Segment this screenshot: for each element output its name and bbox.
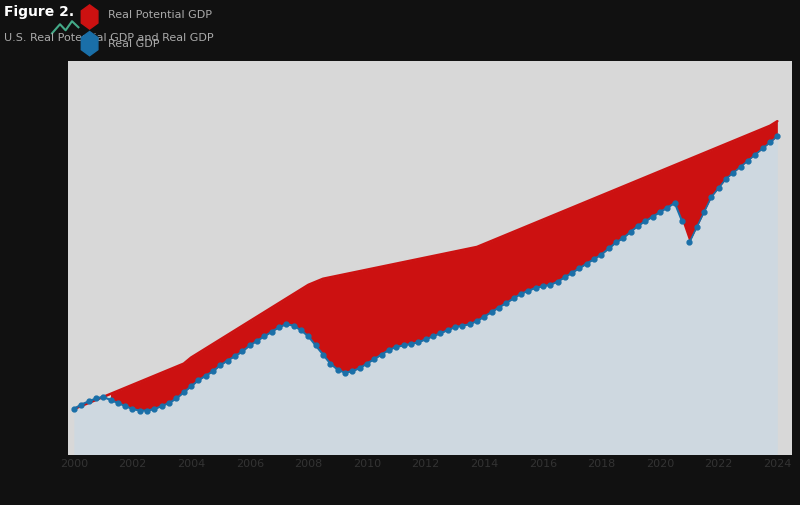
Polygon shape — [82, 31, 98, 56]
Text: Figure 2.: Figure 2. — [4, 5, 74, 19]
Text: Real Potential GDP: Real Potential GDP — [108, 10, 212, 20]
Polygon shape — [82, 5, 98, 29]
Text: U.S. Real Potential GDP and Real GDP: U.S. Real Potential GDP and Real GDP — [4, 33, 214, 43]
Text: Real GDP: Real GDP — [108, 38, 159, 48]
